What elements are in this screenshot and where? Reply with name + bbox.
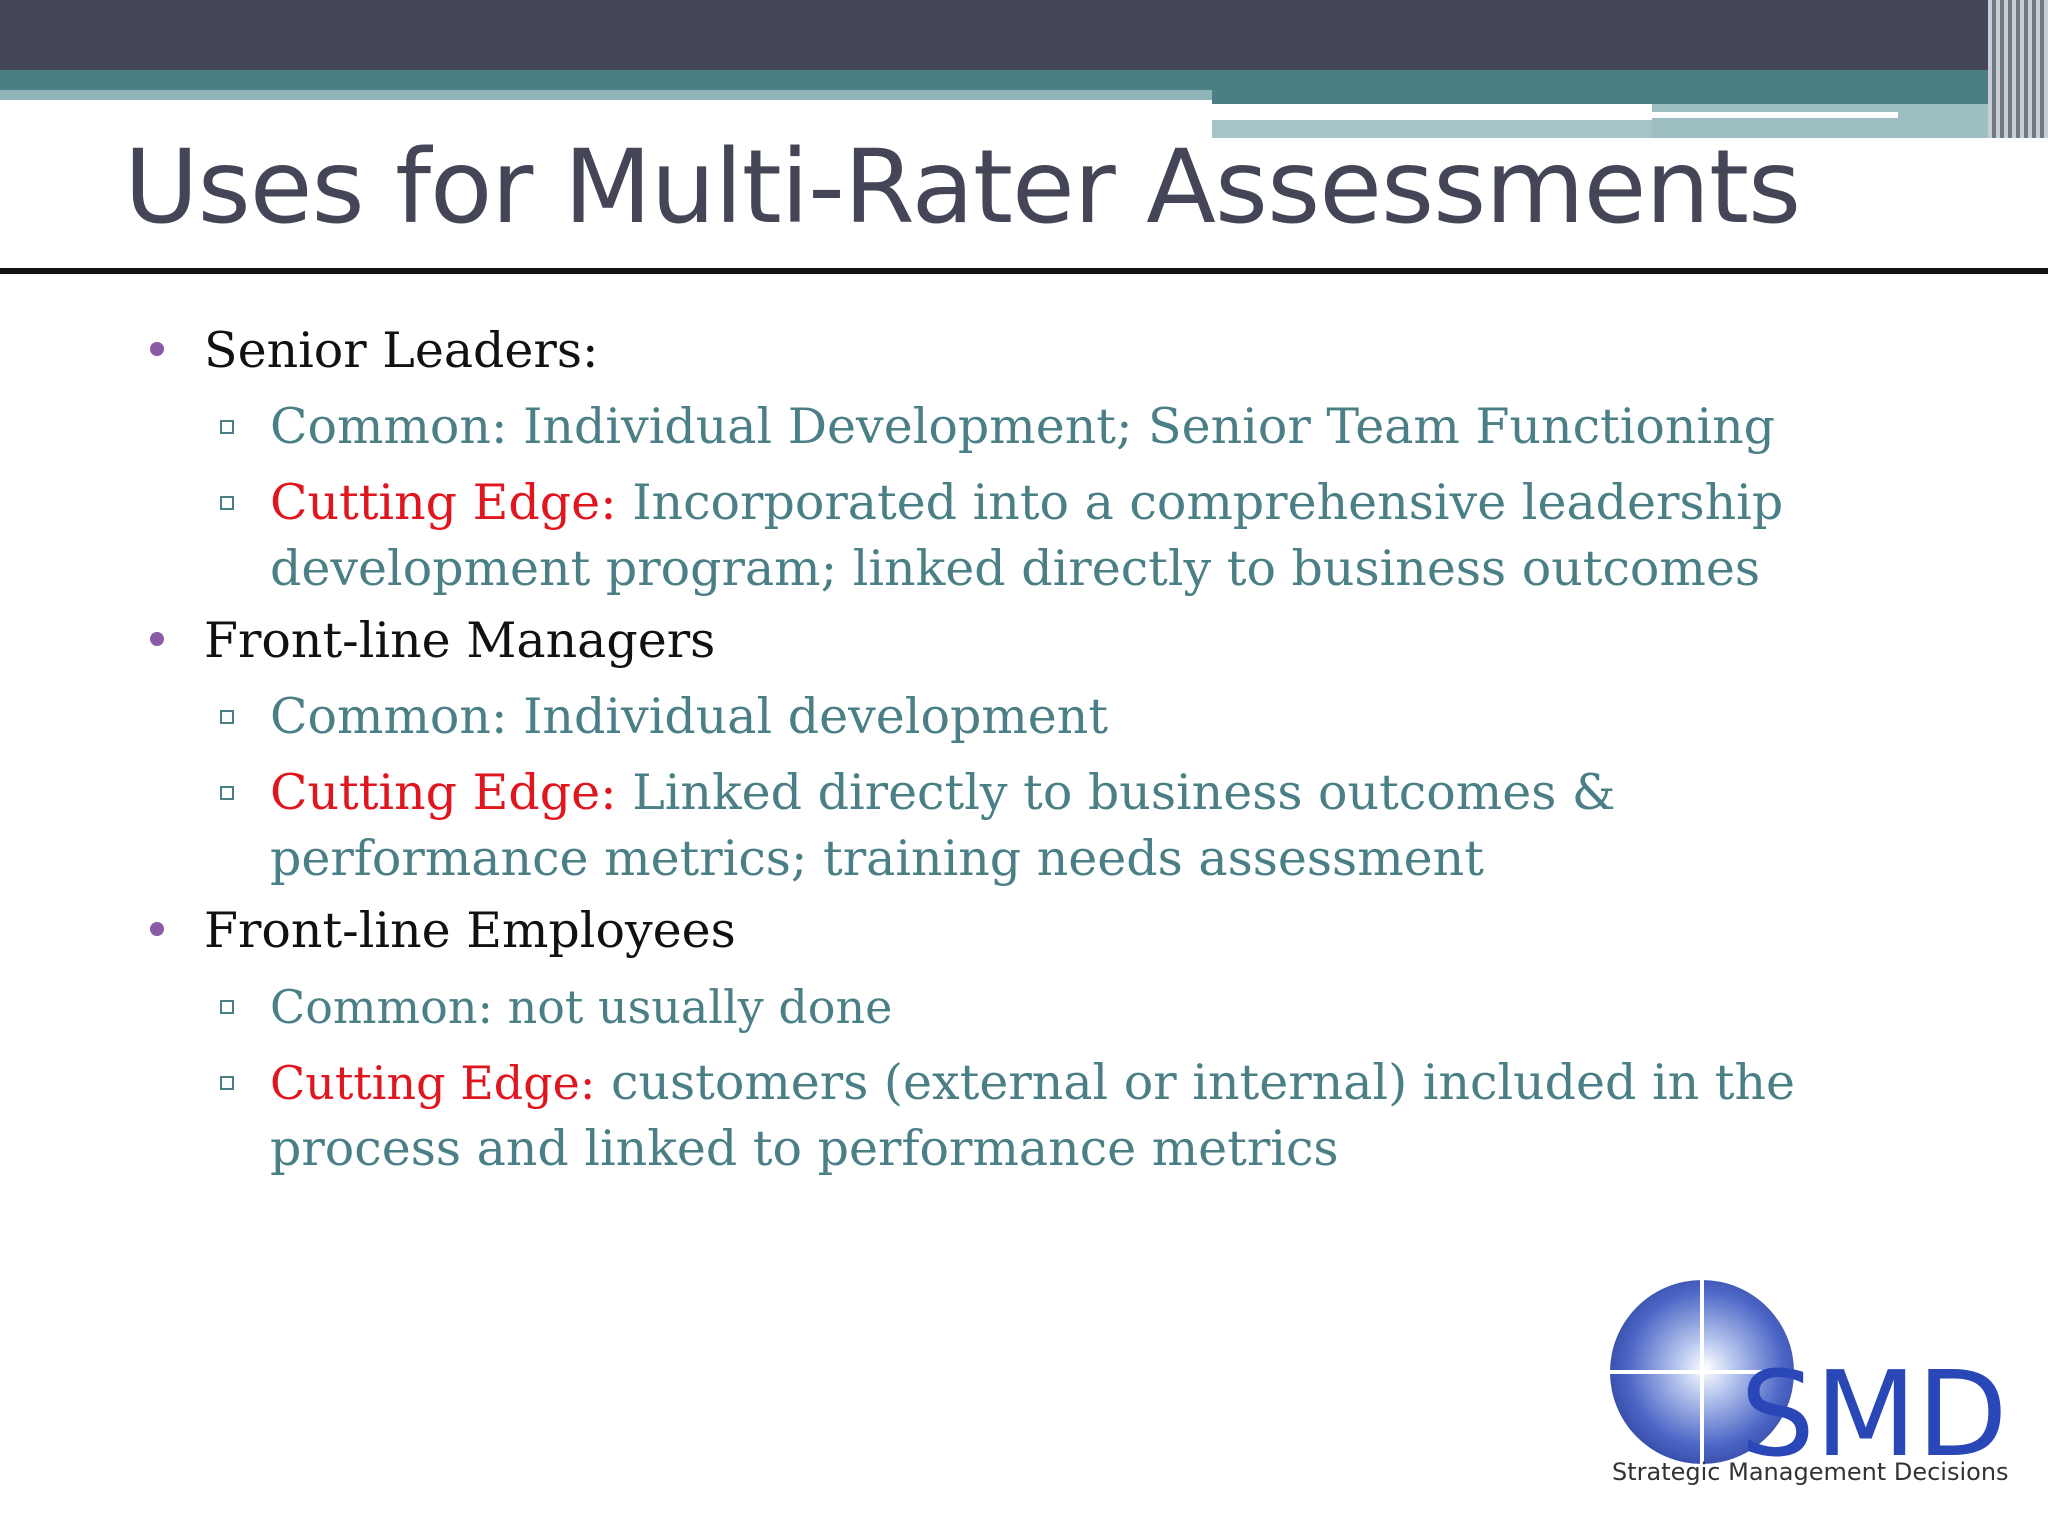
header-bar-teal-right — [1212, 90, 2048, 104]
sub-bullet-square — [220, 1076, 234, 1090]
header-bar-white-thin — [1212, 112, 1898, 118]
bullet-front-line-managers: Front-line Managers — [150, 608, 2048, 674]
bullet-dot — [150, 342, 164, 356]
sub-bullet-square — [220, 710, 234, 724]
sub-bullet-text: Incorporated into a comprehensive leader… — [270, 474, 1784, 597]
section-heading: Front-line Managers — [204, 612, 716, 669]
sub-bullet-text: Common: Individual Development; Senior T… — [270, 398, 1776, 455]
sub-bullet-cutting-edge: Cutting Edge: Incorporated into a compre… — [220, 470, 1890, 602]
bullet-dot — [150, 632, 164, 646]
sub-bullet-text: customers (external or internal) include… — [270, 1054, 1796, 1177]
title-rule — [0, 268, 2048, 274]
header-bar-white — [1212, 104, 2048, 114]
cutting-edge-label: Cutting Edge: — [270, 1056, 596, 1110]
bullet-senior-leaders: Senior Leaders: — [150, 318, 2048, 384]
header-bar-pale-right — [1652, 104, 2048, 138]
sub-bullet-common: Common: not usually done — [220, 974, 1890, 1040]
logo-caption: Strategic Management Decisions — [1612, 1458, 2009, 1486]
bullet-front-line-employees: Front-line Employees — [150, 898, 2048, 964]
cutting-edge-label: Cutting Edge: — [270, 764, 617, 821]
sub-bullet-square — [220, 496, 234, 510]
sub-bullet-common: Common: Individual Development; Senior T… — [220, 394, 1890, 460]
logo-wordmark: SMD — [1740, 1345, 2008, 1483]
header-bar-pale — [1212, 120, 1652, 138]
cutting-edge-label: Cutting Edge: — [270, 474, 617, 531]
smd-logo: SMD — [1610, 1280, 2008, 1483]
header-bar-teal-light — [0, 90, 1212, 100]
sub-bullet-cutting-edge: Cutting Edge: customers (external or int… — [220, 1050, 1890, 1182]
slide-content: Senior Leaders: Common: Individual Devel… — [0, 318, 2048, 1188]
section-heading: Front-line Employees — [204, 902, 736, 959]
sub-bullet-square — [220, 420, 234, 434]
bullet-dot — [150, 922, 164, 936]
slide-title: Uses for Multi-Rater Assessments — [124, 128, 1801, 247]
sub-bullet-text: Common: not usually done — [270, 980, 893, 1034]
header-bar-teal — [0, 70, 2048, 90]
sub-bullet-square — [220, 1000, 234, 1014]
sub-bullet-text: Linked directly to business outcomes & p… — [270, 764, 1616, 887]
sub-bullet-square — [220, 786, 234, 800]
header-bar-dark — [0, 0, 2048, 70]
section-heading: Senior Leaders: — [204, 322, 599, 379]
sub-bullet-cutting-edge: Cutting Edge: Linked directly to busines… — [220, 760, 1730, 892]
sub-bullet-text: Common: Individual development — [270, 688, 1109, 745]
sub-bullet-common: Common: Individual development — [220, 684, 1890, 750]
header-stripes — [1988, 0, 2048, 138]
